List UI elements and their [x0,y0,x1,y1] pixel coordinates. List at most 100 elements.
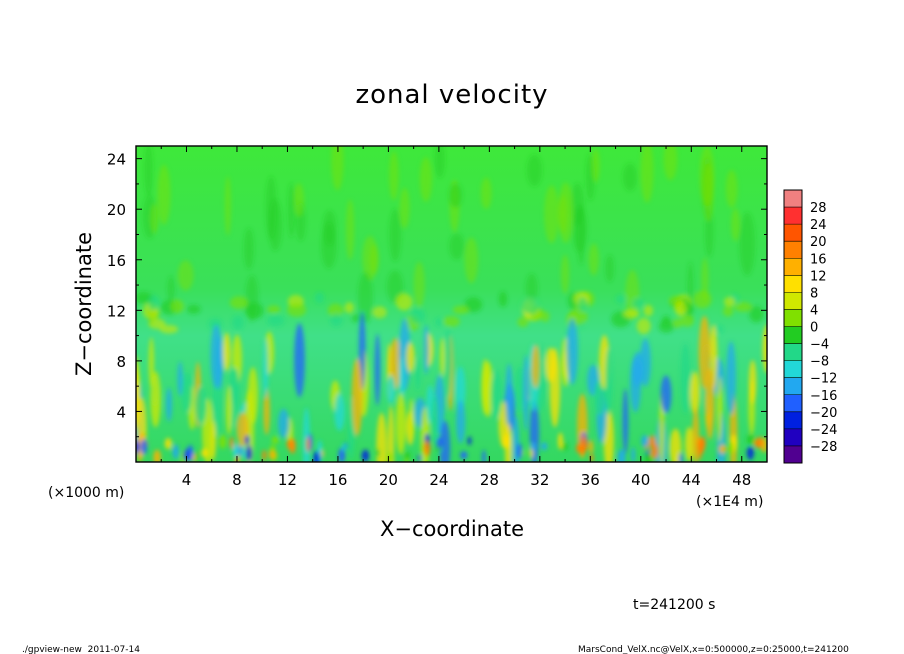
field-cell [674,300,687,317]
field-cell [338,447,346,462]
field-cell [541,442,548,451]
colorbar-label: 4 [810,303,818,318]
colorbar-label: −4 [810,338,829,353]
field-cell [287,303,307,317]
field-cell [294,323,305,398]
field-cell [148,337,154,388]
field-cell [717,376,723,443]
field-cell [177,361,183,397]
field-cell [219,434,227,449]
field-cell [136,440,140,455]
colorbar-swatch [784,360,802,379]
colorbar-swatch [784,190,802,208]
field-cell [523,354,529,431]
field-cell [516,443,523,459]
colorbar-label: 0 [810,321,818,336]
field-cell [286,439,292,450]
field-cell [372,306,387,319]
field-cell [456,400,466,444]
field-cell [423,324,429,375]
field-cell [172,444,179,459]
colorbar-label: −24 [810,423,837,438]
field-cell [229,436,234,450]
field-cell [650,442,659,460]
colorbar-swatch [784,394,802,413]
field-cell [577,297,588,312]
field-cell [669,428,682,462]
field-cell [415,357,421,391]
field-cell [186,304,201,314]
colorbar-label: 24 [810,218,827,233]
field-cell [351,313,368,324]
field-cell [410,307,426,324]
field-cell [617,449,626,462]
field-cell [726,341,737,415]
field-cell [442,316,460,328]
field-cell [594,379,606,416]
field-cell [230,368,240,411]
field-cell [525,273,538,304]
field-cell [399,187,410,229]
y-axis-label: Z−coordinate [72,232,96,376]
field-cell [680,314,694,327]
colorbar-label: 16 [810,252,827,267]
x-tick-label: 8 [232,471,242,489]
field-cell [153,449,161,462]
field-cell [703,163,714,222]
field-cell [334,393,345,431]
field-cell [760,437,767,453]
field-cell [136,291,152,305]
colorbar-label: −8 [810,355,829,370]
field-cell [605,255,614,283]
x-tick-label: 36 [581,471,600,489]
field-cell [231,315,244,330]
field-cell [386,375,396,404]
field-cell [517,317,529,328]
field-cell [648,435,656,447]
field-cell [734,301,752,312]
field-cell [225,385,232,435]
field-cell [222,332,231,372]
field-cell [150,203,159,234]
colorbar-label: 28 [810,201,827,216]
colorbar-label: −20 [810,406,837,421]
field-cell [148,295,160,311]
field-cell [144,146,153,198]
field-cell [467,436,472,445]
field-cell [389,151,399,201]
field-cell [323,210,337,246]
field-cell [464,237,479,284]
field-cell [244,435,250,445]
y-tick-label: 16 [107,252,126,270]
field-cell [449,233,465,260]
field-cell [693,290,712,309]
x-tick-label: 24 [429,471,448,489]
x-tick-label: 40 [631,471,650,489]
colorbar-swatch [784,326,802,345]
field-cell [643,304,654,317]
field-cell [640,146,654,203]
x-unit-right: (×1E4 m) [696,494,763,510]
field-cell [521,296,540,314]
field-cell [728,441,734,456]
field-cell [725,169,738,208]
colorbar-label: −28 [810,440,837,455]
y-tick-label: 8 [116,353,126,371]
field-cell [270,444,276,452]
field-cell [361,449,370,462]
field-cell [413,261,425,309]
field-cell [341,442,347,452]
x-tick-label: 20 [379,471,398,489]
field-cell [529,442,536,451]
field-cell [293,183,304,217]
field-cell [181,371,193,413]
field-cell [195,449,199,461]
field-cell [148,318,166,330]
field-cell [739,212,756,276]
colorbar-swatch [784,411,802,430]
field-cell [395,392,406,455]
field-cell [632,351,644,387]
field-cell [718,444,727,454]
colorbar-swatch [784,309,802,327]
